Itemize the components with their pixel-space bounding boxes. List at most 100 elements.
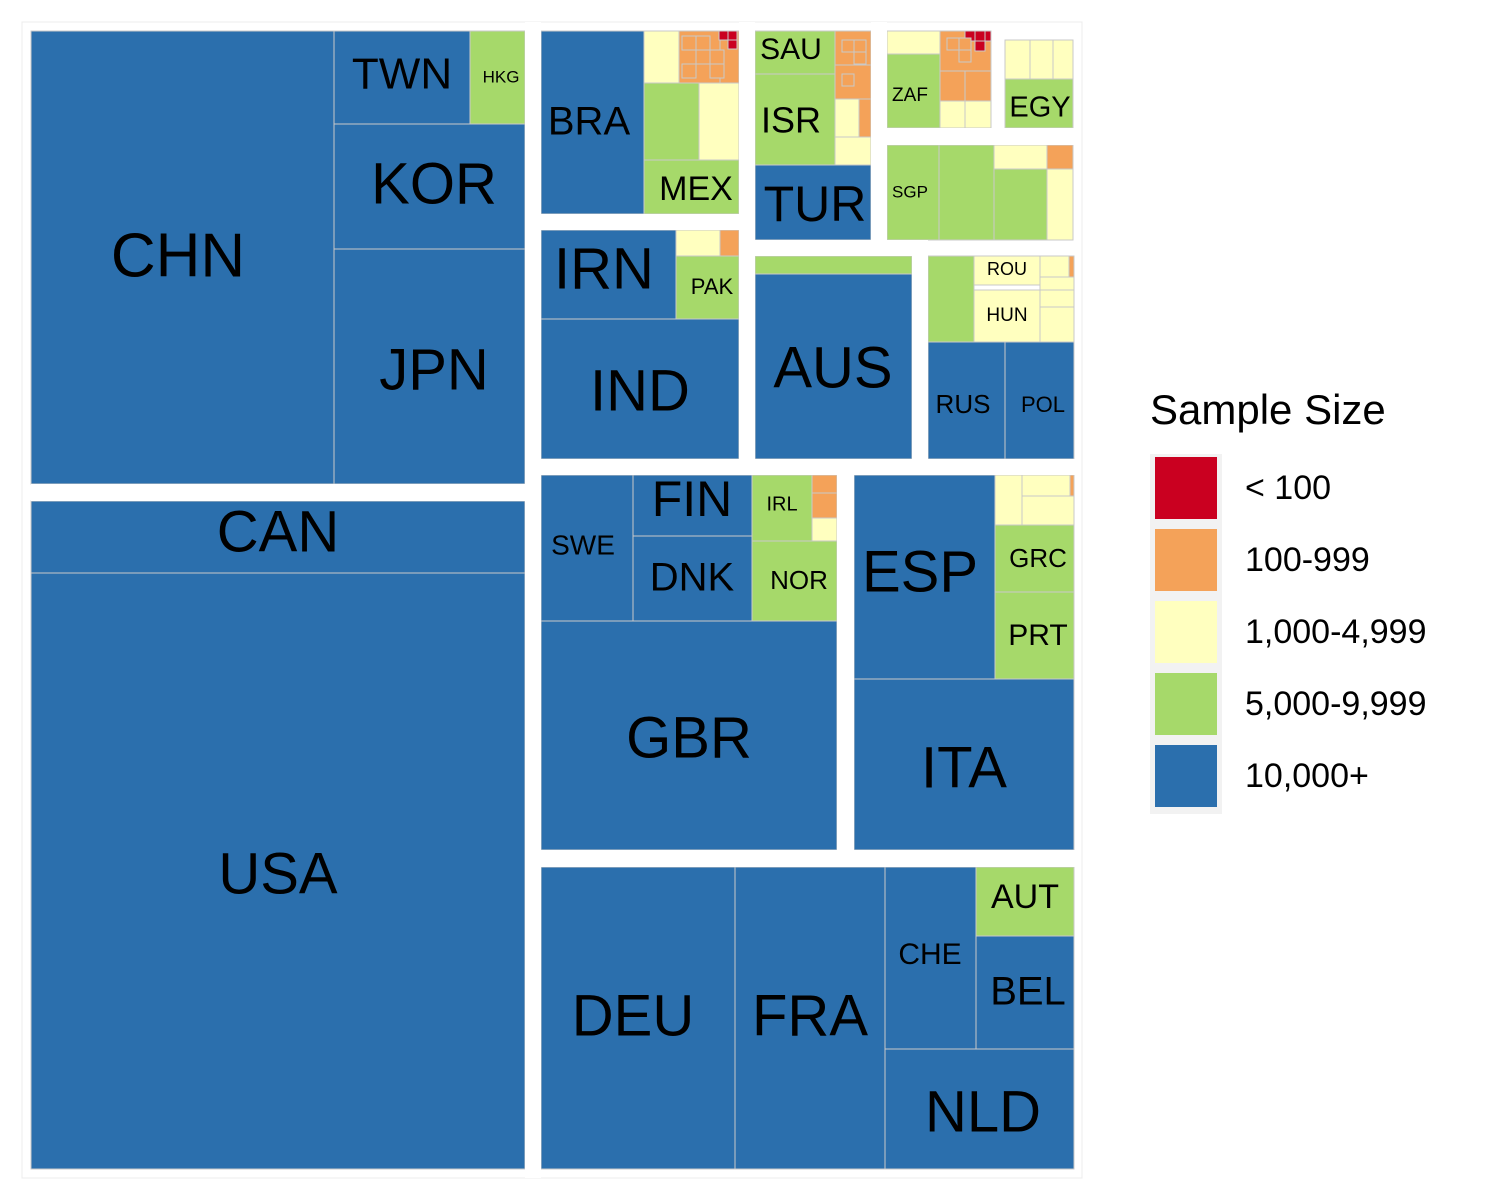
tile-label-aut: AUT [991,878,1059,916]
tile-pol [1004,341,1075,460]
tile-zaf [886,53,941,129]
tile [811,517,838,542]
tile [858,98,872,138]
tile [709,63,725,79]
tile [939,100,966,129]
tile-gbr [540,620,838,851]
tile-isr [754,73,836,166]
tile-irl [751,474,813,542]
tile-label-chn: CHN [111,221,245,290]
tile [695,49,711,65]
tile [1068,255,1075,278]
tile-aus [754,273,913,460]
tile-label-ind: IND [590,358,690,423]
tile-label-irn: IRN [554,236,654,301]
tile [946,37,960,51]
group-gutter [912,240,928,459]
legend-swatch [1155,745,1217,807]
tile-label-rou: ROU [987,259,1027,279]
tile [964,100,992,129]
tile [841,73,855,87]
tile [681,63,697,79]
group-gutter [541,850,1078,867]
tile-label-sgp: SGP [892,182,928,201]
tile [811,492,838,519]
group-gutter [739,22,755,469]
tile-nld [884,1048,1075,1170]
tile [719,229,740,257]
tile [754,255,913,275]
tile-dnk [632,535,753,622]
tile [675,229,721,257]
tile-aut [975,866,1075,937]
tile-sgp [886,144,940,241]
tile-jpn [333,248,526,485]
tile [993,144,1048,170]
tile-pak [675,255,740,320]
tile [643,30,680,84]
tile-sau [754,30,836,75]
tile-swe [540,474,634,622]
tile-label-pol: POL [1021,392,1065,417]
legend: Sample Size < 100 100-999 1,000-4,999 5,000… [1150,386,1427,814]
tile [695,35,711,51]
tile-esp [853,474,996,680]
tile [718,30,729,41]
tile [1052,39,1074,80]
tile-label-grc: GRC [1009,543,1067,573]
legend-label: 10,000+ [1245,757,1369,795]
tile-ita [853,678,1075,851]
tile-label-nor: NOR [770,565,828,595]
group-gutter [887,128,1074,145]
tile [811,474,838,494]
labeled-tiles: CHN TWN HKG KOR JPN CAN USA BRA MEX SAU ISR TUR ZAF E… [30,30,1075,1170]
tile [1046,168,1074,241]
group-gutter [31,484,525,501]
tile-label-prt: PRT [1008,619,1067,652]
tile-label-mex: MEX [659,170,733,208]
group-gutter [525,22,541,1178]
legend-label: 100-999 [1245,541,1370,579]
tile [834,136,872,166]
tile-ind [540,318,740,460]
tile [1021,474,1071,497]
unlabeled-tiles [643,30,1075,542]
tile-tur [754,164,872,241]
tile [1021,495,1075,526]
tile [834,98,860,138]
tile-label-sau: SAU [760,33,822,66]
tile [938,144,995,241]
tile [974,40,986,52]
tile [1039,255,1070,278]
tile-label-hkg: HKG [483,67,520,86]
tile-rou [973,255,1041,286]
tile-label-irl: IRL [766,493,797,515]
tile-deu [540,866,736,1170]
tile-label-bra: BRA [548,100,631,144]
tile-label-gbr: GBR [626,705,752,770]
tile-label-aus: AUS [773,335,892,400]
tile [1039,289,1075,308]
tile-label-hun: HUN [986,305,1027,326]
tile-kor [333,123,526,250]
tile-grc [994,524,1075,593]
tile [1069,474,1075,497]
tile [993,168,1048,241]
group-gutter [541,459,1078,475]
legend-label: 1,000-4,999 [1245,613,1427,651]
tile-label-rus: RUS [936,389,991,419]
tile-can [30,500,526,574]
tile-mex [643,159,740,215]
legend-swatch [1155,457,1217,519]
tile-label-egy: EGY [1009,92,1070,124]
tile [643,82,700,161]
tile [1004,39,1031,80]
tile [727,39,738,50]
tile [974,30,986,42]
tile-label-bel: BEL [990,970,1066,1014]
tile [1046,144,1074,170]
tile [927,255,975,343]
legend-label: < 100 [1245,469,1331,507]
legend-label: 5,000-9,999 [1245,685,1427,723]
